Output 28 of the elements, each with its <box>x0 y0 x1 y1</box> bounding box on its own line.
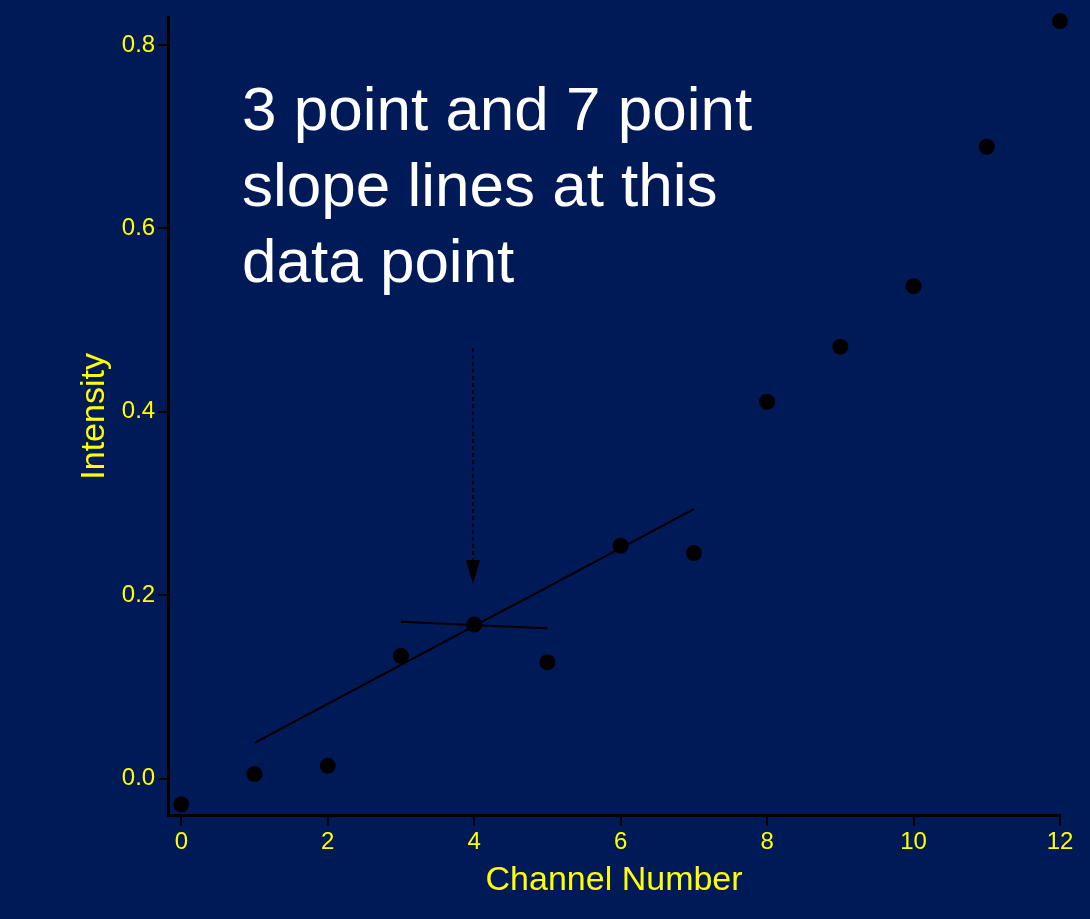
point <box>466 616 483 633</box>
x-tick-label: 8 <box>760 827 774 855</box>
point <box>759 393 776 410</box>
annotation: 3 point and 7 point slope lines at this data point <box>242 74 753 296</box>
x-tick-label: 10 <box>900 827 927 855</box>
y-tick-label: 0.0 <box>121 763 156 791</box>
y-tick-label: 0.6 <box>121 212 156 240</box>
point <box>246 766 263 783</box>
point <box>612 537 629 554</box>
x-tick-label: 2 <box>321 827 335 855</box>
point <box>978 138 995 155</box>
point <box>1052 13 1068 30</box>
x-tick-label: 12 <box>1046 827 1074 855</box>
point <box>685 545 702 562</box>
point <box>905 278 922 295</box>
x-tick-label: 6 <box>613 827 628 855</box>
y-tick-label: 0.4 <box>121 396 156 424</box>
y-tick-label: 0.2 <box>121 579 156 607</box>
point <box>832 338 849 355</box>
point <box>173 796 190 813</box>
x-tick-label: 4 <box>467 827 481 855</box>
y-axis-title: Intensity <box>72 353 111 480</box>
point <box>393 647 410 664</box>
x-tick-label: 0 <box>174 827 189 855</box>
y-tick-label: 0.8 <box>121 29 156 57</box>
point <box>539 654 556 671</box>
point <box>319 757 336 774</box>
x-axis-title: Channel Number <box>485 858 743 897</box>
